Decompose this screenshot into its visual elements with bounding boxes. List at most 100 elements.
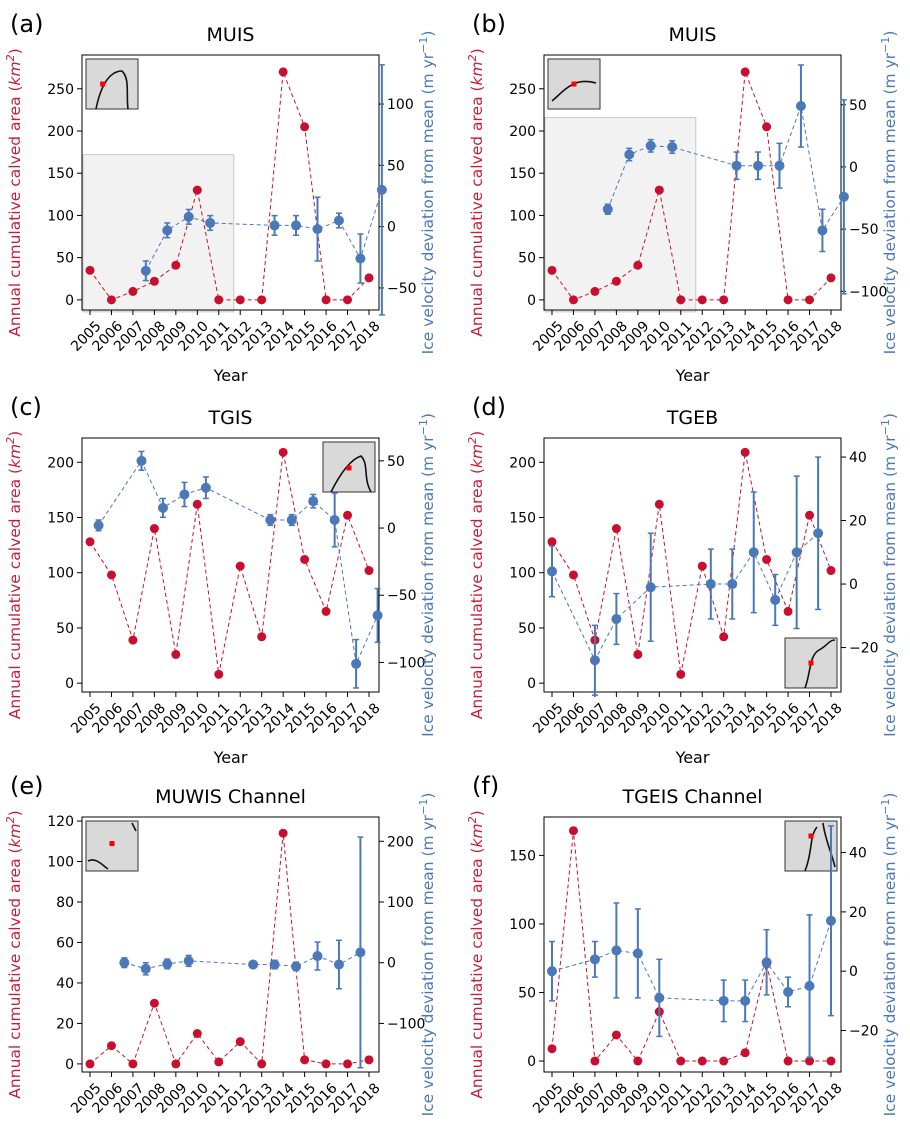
- chart-panel-e: 020406080100120−100010020020052006200720…: [4, 772, 437, 1129]
- data-point-calved: [719, 632, 729, 642]
- tick-label-left: 0: [65, 676, 74, 692]
- data-point-calved: [171, 649, 181, 659]
- y-axis-label-left: Annual cumulative calved area (km2): [4, 431, 24, 719]
- tick-label-right: 200: [387, 834, 414, 850]
- tick-label-right: 0: [849, 577, 858, 593]
- chart-title: TGEIS Channel: [621, 786, 762, 808]
- data-point-velocity: [774, 160, 785, 171]
- tick-label-left: 100: [509, 917, 536, 933]
- highlight-box: [82, 154, 235, 313]
- data-point-calved: [343, 1059, 353, 1069]
- data-point-velocity: [611, 945, 622, 956]
- data-point-calved: [343, 510, 353, 520]
- chart-title: TGIS: [208, 407, 253, 429]
- tick-label-right: −20: [849, 1023, 879, 1039]
- tick-label-right: −50: [387, 588, 417, 604]
- data-point-velocity: [312, 224, 323, 235]
- data-point-velocity: [162, 225, 173, 236]
- panel-label: (b): [472, 10, 506, 38]
- data-point-calved: [128, 286, 138, 296]
- tick-label-left: 100: [47, 855, 74, 871]
- data-point-calved: [128, 635, 138, 645]
- data-point-velocity: [826, 915, 836, 926]
- data-point-velocity: [624, 149, 635, 160]
- data-point-calved: [762, 122, 772, 132]
- tick-label-left: 20: [56, 1016, 74, 1032]
- data-point-calved: [805, 510, 815, 520]
- tick-label-right: 40: [849, 846, 867, 862]
- data-point-velocity: [269, 959, 280, 970]
- tick-label-left: 150: [47, 166, 74, 182]
- data-point-calved: [568, 570, 578, 580]
- data-point-calved: [719, 1056, 729, 1066]
- data-point-calved: [149, 276, 159, 286]
- chart-title: MUIS: [669, 24, 717, 46]
- tick-label-left: 100: [47, 566, 74, 582]
- data-point-velocity: [731, 160, 742, 171]
- data-point-calved: [235, 295, 245, 305]
- data-point-velocity: [740, 995, 751, 1006]
- data-point-calved: [805, 295, 815, 305]
- data-point-velocity: [838, 191, 849, 202]
- data-point-velocity: [547, 566, 557, 577]
- data-point-calved: [633, 260, 643, 270]
- y-axis-label-right: Ice velocity deviation from mean (m yr−1…: [879, 31, 899, 355]
- data-point-calved: [192, 185, 202, 195]
- tick-label-left: 0: [527, 676, 536, 692]
- data-point-calved: [106, 295, 116, 305]
- data-point-velocity: [718, 995, 729, 1006]
- data-point-velocity: [329, 514, 340, 525]
- data-point-calved: [697, 295, 707, 305]
- y-axis-label-right: Ice velocity deviation from mean (m yr−1…: [879, 793, 899, 1117]
- data-point-calved: [547, 1044, 557, 1054]
- inset-map-icon: [85, 820, 139, 872]
- tick-label-left: 50: [56, 621, 74, 637]
- data-point-velocity: [291, 220, 302, 231]
- data-point-calved: [826, 273, 836, 283]
- tick-label-left: 150: [509, 511, 536, 527]
- data-point-calved: [278, 67, 288, 77]
- data-point-calved: [783, 295, 793, 305]
- chart-title: MUWIS Channel: [155, 786, 306, 808]
- tick-label-right: 100: [387, 97, 414, 113]
- y-axis-label-right: Ice velocity deviation from mean (m yr−1…: [417, 793, 437, 1117]
- plot-frame: [543, 816, 842, 1073]
- tick-label-left: 200: [47, 124, 74, 140]
- data-point-calved: [257, 1059, 267, 1069]
- y-axis-label-right: Ice velocity deviation from mean (m yr−1…: [417, 413, 437, 737]
- plot-frame: [81, 437, 380, 693]
- data-point-velocity: [589, 655, 600, 666]
- data-point-velocity: [183, 955, 194, 966]
- data-point-calved: [149, 998, 159, 1008]
- data-point-velocity: [355, 947, 366, 958]
- inset-map-icon: [784, 637, 838, 689]
- tick-label-right: −100: [387, 655, 425, 671]
- data-point-velocity: [140, 265, 151, 276]
- data-point-velocity: [265, 514, 276, 525]
- y-axis-label-right: Ice velocity deviation from mean (m yr−1…: [417, 31, 437, 355]
- data-point-velocity: [632, 948, 643, 959]
- tick-label-right: 50: [387, 454, 405, 470]
- data-point-velocity: [804, 981, 815, 992]
- data-point-calved: [364, 1055, 374, 1065]
- plot-frame: [543, 54, 842, 311]
- data-point-calved: [171, 1059, 181, 1069]
- data-point-velocity: [748, 547, 759, 558]
- data-point-calved: [719, 295, 729, 305]
- data-point-calved: [364, 566, 374, 576]
- data-point-velocity: [813, 528, 824, 539]
- plot-frame: [81, 816, 380, 1073]
- data-point-calved: [257, 295, 267, 305]
- data-point-velocity: [308, 496, 319, 507]
- data-point-velocity: [333, 959, 344, 970]
- data-point-calved: [214, 1057, 224, 1067]
- tick-label-left: 150: [47, 511, 74, 527]
- data-point-calved: [654, 185, 664, 195]
- tick-label-left: 120: [47, 814, 74, 830]
- tick-label-left: 50: [518, 985, 536, 1001]
- data-point-calved: [85, 1059, 95, 1069]
- data-point-velocity: [372, 610, 383, 621]
- tick-label-left: 40: [56, 976, 74, 992]
- data-point-velocity: [761, 957, 772, 968]
- data-point-velocity: [162, 958, 173, 969]
